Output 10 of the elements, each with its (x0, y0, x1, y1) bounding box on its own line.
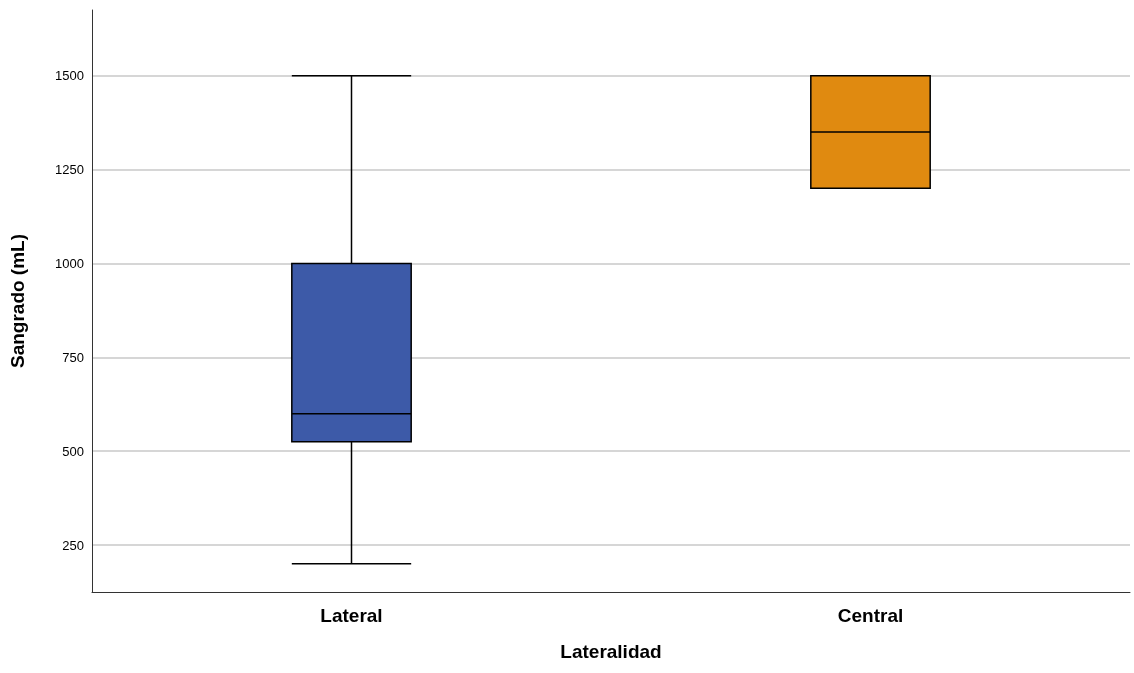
y-tick-label: 1000 (55, 255, 84, 271)
y-tick-label: 500 (62, 443, 84, 459)
y-tick-label: 1250 (55, 162, 84, 178)
y-tick-label: 750 (62, 349, 84, 365)
y-axis-title: Sangrado (mL) (7, 233, 28, 369)
x-tick-label: Lateral (320, 605, 383, 626)
x-axis-title: Lateralidad (560, 641, 662, 662)
y-tick-label: 250 (62, 537, 84, 553)
y-tick-label: 1500 (55, 68, 84, 84)
x-tick-label: Central (837, 605, 904, 626)
